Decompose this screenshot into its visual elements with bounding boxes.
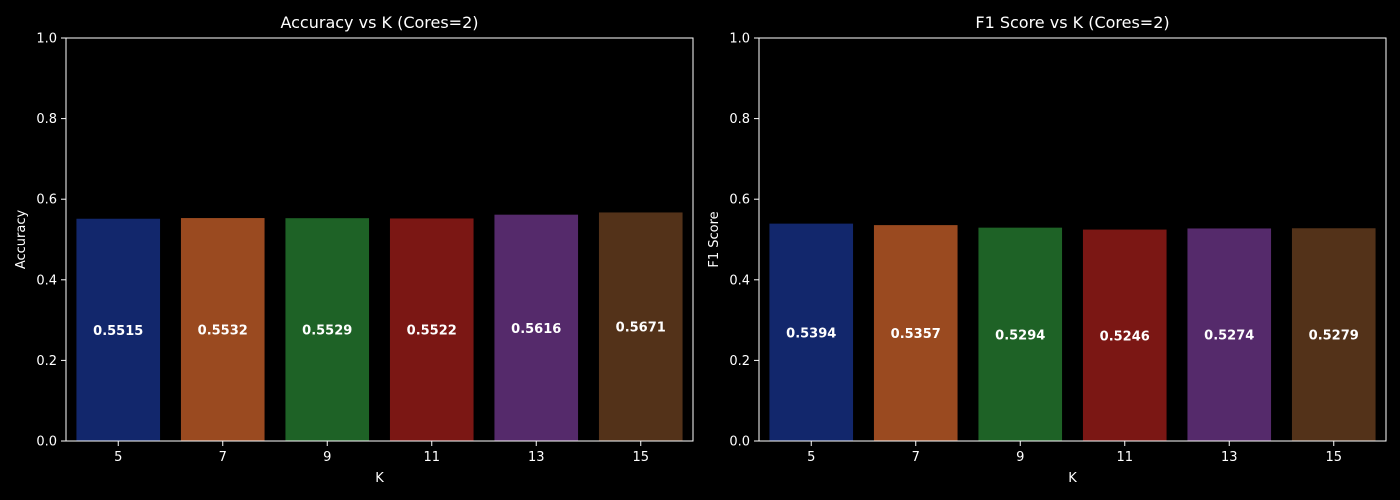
axes-frame (758, 37, 1387, 442)
bar (598, 212, 683, 441)
y-tick-label: 0.4 (36, 273, 57, 288)
data-label: 0.5357 (891, 327, 941, 342)
x-tick-label: 15 (632, 450, 649, 465)
accuracy-chart: Accuracy vs K (Cores=2) K Accuracy 0.551… (14, 13, 694, 486)
data-label: 0.5294 (995, 328, 1045, 343)
bar (285, 218, 370, 441)
bar (978, 227, 1063, 441)
bar (873, 225, 958, 441)
y-tick-label: 0.6 (729, 193, 750, 208)
y-tick-label: 0.8 (729, 112, 750, 127)
y-axis-label: F1 Score (707, 211, 722, 267)
bar (1082, 229, 1167, 441)
axes-frame (65, 37, 694, 442)
bar (389, 218, 474, 441)
data-label: 0.5515 (93, 324, 143, 339)
y-tick-label: 1.0 (729, 32, 750, 47)
y-axis-label: Accuracy (14, 210, 29, 270)
data-label: 0.5246 (1100, 329, 1150, 344)
data-label: 0.5274 (1204, 329, 1254, 344)
x-tick-label: 15 (1325, 450, 1342, 465)
y-tick-label: 1.0 (36, 32, 57, 47)
chart-title: Accuracy vs K (Cores=2) (280, 13, 478, 32)
x-tick-label: 9 (323, 450, 331, 465)
bar (494, 214, 579, 441)
y-tick-label: 0.0 (36, 435, 57, 450)
x-axis-label: K (1068, 471, 1077, 486)
y-tick-label: 0.2 (36, 354, 57, 369)
bar (1187, 228, 1272, 441)
x-tick-label: 11 (423, 450, 440, 465)
y-tick-label: 0.0 (729, 435, 750, 450)
x-tick-label: 13 (528, 450, 545, 465)
chart-title: F1 Score vs K (Cores=2) (975, 13, 1169, 32)
x-tick-label: 7 (219, 450, 227, 465)
bar (76, 218, 161, 441)
data-label: 0.5532 (198, 324, 248, 339)
data-label: 0.5394 (786, 326, 836, 341)
x-tick-label: 5 (807, 450, 815, 465)
y-tick-label: 0.4 (729, 273, 750, 288)
bar (180, 218, 265, 441)
y-tick-label: 0.2 (729, 354, 750, 369)
bar (1291, 228, 1376, 441)
bar (769, 223, 854, 441)
plot-area: 0.5394 0.5357 0.5294 0.5246 0.5274 0.5279 0.0 0… (729, 32, 1387, 465)
x-tick-label: 5 (114, 450, 122, 465)
y-tick-label: 0.8 (36, 112, 57, 127)
x-tick-label: 11 (1116, 450, 1133, 465)
x-tick-label: 13 (1221, 450, 1238, 465)
plot-area: 0.5515 0.5532 0.5529 0.5522 0.5616 0.5671 0.0 0… (36, 32, 694, 465)
data-label: 0.5529 (302, 324, 352, 339)
x-axis-label: K (375, 471, 384, 486)
x-tick-label: 9 (1016, 450, 1024, 465)
x-tick-label: 7 (912, 450, 920, 465)
y-tick-label: 0.6 (36, 193, 57, 208)
data-label: 0.5279 (1309, 329, 1359, 344)
data-label: 0.5616 (511, 322, 561, 337)
f1-score-chart: F1 Score vs K (Cores=2) K F1 Score 0.539… (707, 13, 1387, 486)
data-label: 0.5522 (407, 324, 457, 339)
data-label: 0.5671 (616, 321, 666, 336)
